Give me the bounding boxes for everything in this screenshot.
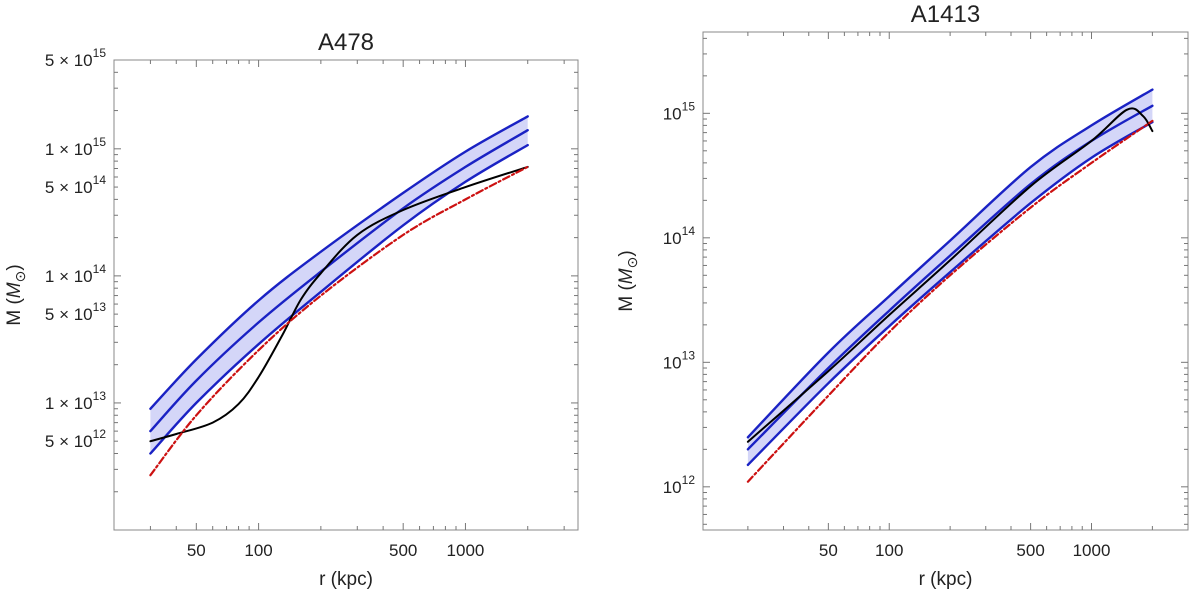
plot-frame [113,59,579,531]
y-tick-label: 1 × 1013 [45,389,106,413]
chart-title: A1413 [911,1,980,28]
y-tick-label: 1 × 1014 [45,262,106,286]
y-tick-label: 5 × 1013 [45,300,106,324]
y-tick-label: 5 × 1015 [45,46,106,70]
x-axis-label: r (kpc) [319,569,373,590]
x-tick-label: 50 [187,541,206,560]
x-tick-label: 50 [819,541,838,560]
x-tick-label: 1000 [1073,541,1111,560]
y-tick-label: 1013 [663,348,696,372]
y-tick-label: 5 × 1012 [45,427,106,451]
x-tick-label: 500 [1016,541,1044,560]
y-axis-label: M (M⊙) [616,250,640,311]
series-band-center [149,129,529,433]
series-band-upper [149,115,529,410]
chart-title: A478 [318,29,374,56]
series-observed [746,107,1154,443]
confidence-band [150,116,528,454]
chart-panel-a1413: 50 100 500 1000 1012 1013 1014 1015 A1413 r (kpc)… [616,1,1189,590]
y-tick-label: 1015 [663,99,696,123]
y-tick-label: 1012 [663,473,696,497]
y-tick-label: 5 × 1014 [45,173,106,197]
series-model [746,119,1154,483]
x-tick-label: 100 [875,541,903,560]
series-model [149,165,529,477]
plot-frame [702,31,1189,531]
series-band-lower [746,120,1154,467]
x-tick-label: 1000 [447,541,485,560]
series-observed [149,165,529,443]
y-axis-label: M (M⊙) [4,264,28,325]
y-tick-label: 1 × 1015 [45,135,106,159]
series-band-upper [746,88,1154,439]
x-axis-label: r (kpc) [919,569,973,590]
chart-panel-a478: 50 100 500 1000 5 × 1012 1 × 1013 5 × 1013 1 × … [4,29,579,590]
x-tick-label: 500 [389,541,417,560]
x-tick-label: 100 [244,541,272,560]
y-tick-label: 1014 [663,224,696,248]
series-band-lower [149,143,529,455]
confidence-band [747,89,1153,465]
